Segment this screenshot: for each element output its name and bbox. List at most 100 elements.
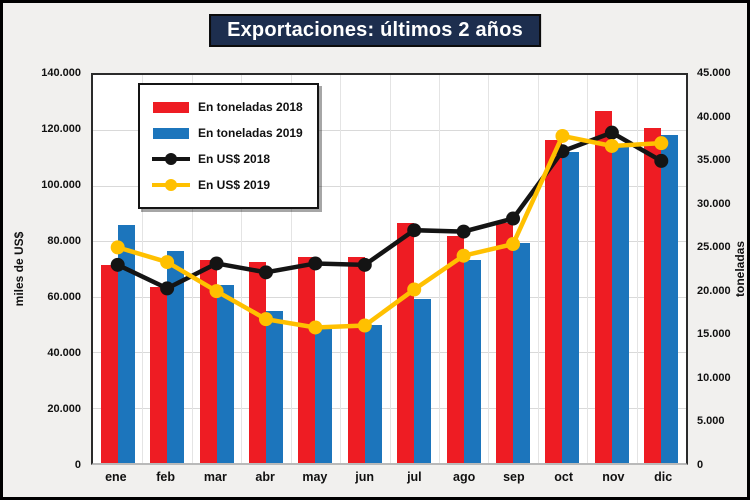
gridline: [488, 75, 490, 463]
right-axis-ticks: 0 5.000 10.000 15.000 20.000 25.000 30.000 35.0…: [692, 67, 747, 471]
axis-tick: 20.000: [47, 403, 81, 415]
axis-tick: 140.000: [41, 67, 81, 79]
bar-en-toneladas-2018-ago: [446, 236, 464, 463]
bar-en-toneladas-2019-abr: [265, 311, 283, 463]
legend-label: En toneladas 2019: [198, 126, 303, 140]
bar-en-toneladas-2019-oct: [562, 151, 580, 463]
axis-tick: 0: [74, 459, 81, 471]
marker-en-uss-2018-feb: [160, 281, 175, 296]
bar-en-toneladas-2019-nov: [611, 145, 629, 463]
bar-en-toneladas-2019-may: [315, 327, 333, 463]
bar-en-toneladas-2019-jul: [414, 299, 432, 463]
axis-tick: 0: [697, 459, 704, 471]
marker-en-uss-2018-mar: [209, 256, 224, 271]
bar-en-toneladas-2018-jun: [347, 256, 365, 463]
legend-item-en-uss-2019: En US$ 2019: [152, 172, 303, 198]
marker-en-uss-2019-abr: [258, 312, 273, 327]
bar-en-toneladas-2018-mar: [199, 259, 217, 463]
bar-en-toneladas-2018-feb: [150, 287, 168, 463]
dot: [165, 153, 177, 165]
gridline: [340, 75, 342, 463]
marker-en-uss-2019-oct: [555, 128, 570, 143]
bar-en-toneladas-2019-ago: [463, 260, 481, 463]
marker-en-uss-2019-feb: [160, 255, 175, 270]
axis-tick: 45.000: [697, 67, 731, 79]
gridline: [438, 75, 440, 463]
bar-en-toneladas-2018-ene: [100, 264, 118, 463]
gridline: [191, 75, 193, 463]
marker-en-uss-2019-sep: [506, 237, 521, 252]
marker-en-uss-2018-may: [308, 256, 323, 271]
line-en-uss-2019: [117, 133, 662, 330]
line-marker-icon: [152, 179, 190, 191]
axis-tick: 25.000: [697, 241, 731, 254]
bar-en-toneladas-2018-may: [298, 256, 316, 463]
x-label-abr: abr: [255, 470, 275, 484]
gridline: [389, 75, 391, 463]
plot-frame: En toneladas 2018 En toneladas 2019 En US$…: [91, 73, 688, 465]
axis-tick: 30.000: [697, 197, 731, 210]
legend-label: En US$ 2018: [198, 152, 271, 166]
x-label-ago: ago: [453, 470, 476, 484]
marker-en-uss-2018-abr: [258, 265, 273, 280]
x-label-may: may: [302, 470, 328, 484]
axis-tick: 15.000: [697, 328, 731, 341]
line-marker-icon: [152, 153, 190, 165]
swatch: [153, 101, 189, 113]
bar-en-toneladas-2019-jun: [364, 325, 382, 463]
axis-tick: 120.000: [41, 123, 81, 135]
bar-en-toneladas-2018-dic: [644, 128, 662, 463]
axis-tick: 100.000: [41, 179, 81, 191]
x-label-nov: nov: [602, 470, 625, 484]
axis-tick: 20.000: [697, 284, 731, 297]
bar-en-toneladas-2018-nov: [594, 111, 612, 463]
bar-en-toneladas-2018-jul: [397, 223, 415, 463]
swatch: [153, 127, 189, 139]
axis-tick: 80.000: [47, 235, 81, 247]
gridline: [587, 75, 589, 463]
legend-item-en-uss-2018: En US$ 2018: [152, 146, 303, 172]
x-label-jul: jul: [407, 470, 422, 484]
legend-label: En toneladas 2018: [198, 100, 303, 114]
x-label-ene: ene: [105, 470, 127, 484]
axis-tick: 35.000: [697, 154, 731, 167]
bar-en-toneladas-2019-mar: [216, 285, 234, 463]
marker-en-uss-2019-dic: [654, 136, 669, 151]
marker-en-uss-2019-nov: [604, 138, 619, 153]
axis-tick: 40.000: [697, 110, 731, 123]
gridline: [537, 75, 539, 463]
bar-en-toneladas-2019-feb: [167, 250, 185, 463]
bar-en-toneladas-2018-oct: [545, 139, 563, 463]
legend: En toneladas 2018 En toneladas 2019 En US$…: [138, 83, 319, 209]
marker-en-uss-2018-jun: [357, 257, 372, 272]
bar-en-toneladas-2019-ene: [117, 225, 135, 463]
chart-title: Exportaciones: últimos 2 años: [209, 14, 541, 47]
axis-tick: 60.000: [47, 291, 81, 303]
x-label-jun: jun: [355, 470, 374, 484]
marker-en-uss-2018-dic: [654, 153, 669, 168]
bar-swatch-icon: [152, 127, 190, 139]
marker-en-uss-2019-may: [308, 320, 323, 335]
x-label-sep: sep: [503, 470, 525, 484]
axis-tick: 40.000: [47, 347, 81, 359]
line-en-uss-2018: [116, 130, 663, 291]
marker-en-uss-2019-jul: [407, 282, 422, 297]
x-label-mar: mar: [203, 470, 227, 484]
x-label-oct: oct: [554, 470, 573, 484]
legend-label: En US$ 2019: [198, 178, 271, 192]
gridline: [142, 75, 144, 463]
marker-en-uss-2018-ago: [456, 224, 471, 239]
marker-en-uss-2019-jun: [357, 318, 372, 333]
plot-area: [93, 75, 686, 463]
gridline: [636, 75, 638, 463]
marker-en-uss-2018-ene: [110, 257, 125, 272]
x-axis-labels: ene feb mar abr may jun jul ago sep oct nov dic: [91, 470, 688, 484]
marker-en-uss-2019-ene: [110, 240, 125, 255]
marker-en-uss-2018-nov: [604, 125, 619, 140]
axis-tick: 5.000: [697, 415, 725, 428]
marker-en-uss-2018-jul: [407, 223, 422, 238]
bar-swatch-icon: [152, 101, 190, 113]
marker-en-uss-2019-ago: [456, 248, 471, 263]
axis-tick: 10.000: [697, 371, 731, 384]
